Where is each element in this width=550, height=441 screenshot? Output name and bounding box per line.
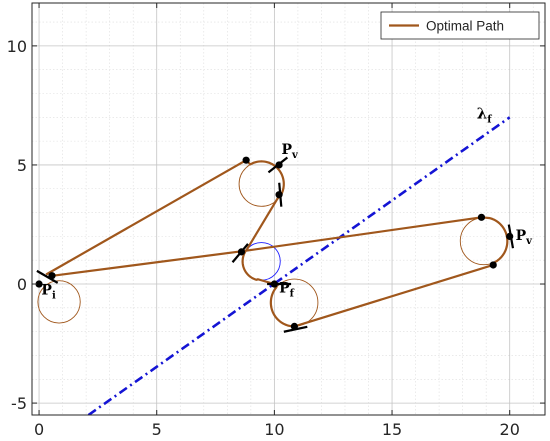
annotation-4: λf bbox=[477, 105, 493, 126]
x-tick-label: 20 bbox=[500, 420, 520, 439]
waypoint-2 bbox=[242, 156, 250, 164]
annotation-sub-3: v bbox=[525, 236, 533, 247]
y-tick-label: 10 bbox=[7, 37, 27, 56]
waypoint-6 bbox=[270, 280, 278, 288]
legend-label: Optimal Path bbox=[426, 19, 504, 34]
annotation-sub-0: v bbox=[291, 150, 299, 161]
annotation-1: Pi bbox=[41, 283, 56, 302]
legend: Optimal Path bbox=[380, 11, 540, 40]
plot-layer bbox=[35, 116, 515, 415]
y-tick-label: 0 bbox=[17, 275, 27, 294]
grid-layer bbox=[32, 3, 545, 415]
waypoint-8 bbox=[477, 213, 486, 221]
annotation-0: Pv bbox=[281, 142, 299, 161]
heading-tick-3 bbox=[36, 269, 59, 284]
annotation-3: Pv bbox=[516, 228, 534, 247]
x-tick-label: 5 bbox=[152, 420, 162, 439]
annotation-sub-1: i bbox=[52, 291, 56, 302]
axes-box bbox=[31, 2, 546, 416]
annotation-main-1: P bbox=[41, 283, 52, 299]
annotation-sub-2: f bbox=[290, 288, 295, 299]
waypoint-5 bbox=[237, 248, 246, 256]
annotation-main-4: λ bbox=[477, 105, 488, 123]
annotation-main-0: P bbox=[281, 142, 292, 158]
x-tick-label: 10 bbox=[264, 420, 284, 439]
plot-background bbox=[32, 3, 545, 415]
waypoint-4 bbox=[275, 191, 283, 199]
annotation-main-2: P bbox=[279, 280, 290, 296]
x-tick-label: 15 bbox=[382, 420, 402, 439]
annotation-main-3: P bbox=[516, 228, 527, 244]
waypoint-0 bbox=[35, 280, 43, 288]
annotation-2: Pf bbox=[279, 280, 295, 299]
x-tick-label: 0 bbox=[34, 420, 44, 439]
waypoint-7 bbox=[290, 322, 298, 331]
annotation-sub-4: f bbox=[487, 115, 492, 126]
waypoint-3 bbox=[275, 161, 283, 169]
waypoint-9 bbox=[506, 232, 514, 240]
y-tick-label: 5 bbox=[17, 156, 27, 175]
y-tick-label: -5 bbox=[11, 394, 27, 413]
waypoint-1 bbox=[48, 272, 56, 280]
waypoint-10 bbox=[489, 261, 497, 269]
turn-circle-0 bbox=[37, 280, 81, 324]
